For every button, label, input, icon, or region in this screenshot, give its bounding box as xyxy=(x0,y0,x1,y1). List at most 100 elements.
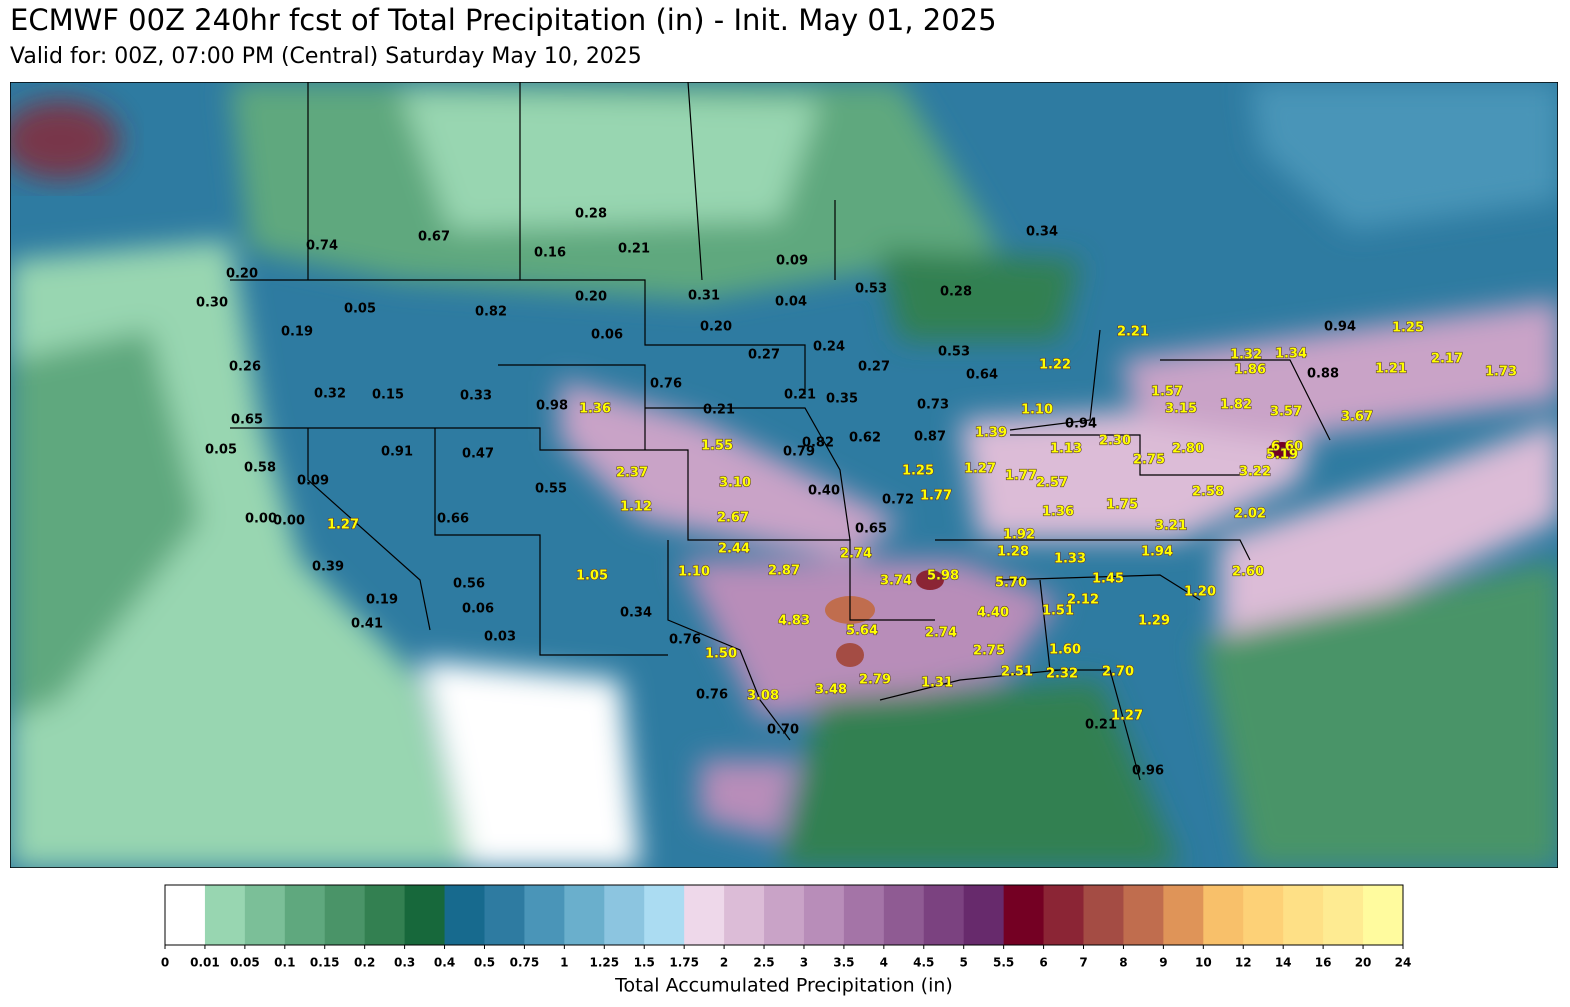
precip-value-label: 2.12 xyxy=(1067,593,1099,608)
precip-value-label: 0.96 xyxy=(1132,764,1164,779)
precip-value-label: 0.24 xyxy=(813,340,845,355)
colorbar-segment xyxy=(923,885,965,945)
colorbar-segment xyxy=(1363,885,1404,945)
precip-value-label: 1.34 xyxy=(1275,347,1307,362)
precip-value-label: 1.73 xyxy=(1485,365,1517,380)
colorbar-tick-label: 2 xyxy=(720,956,728,970)
map-background xyxy=(10,82,1558,868)
precip-value-label: 1.82 xyxy=(1220,398,1252,413)
colorbar-frame xyxy=(164,884,1404,946)
colorbar-segment xyxy=(1323,885,1364,945)
colorbar-tick-label: 1.75 xyxy=(669,956,699,970)
subtitle: Valid for: 00Z, 07:00 PM (Central) Satur… xyxy=(10,44,642,69)
precip-value-label: 2.60 xyxy=(1232,565,1264,580)
precip-value-label: 2.79 xyxy=(859,673,891,688)
colorbar-tick-label: 0.01 xyxy=(190,956,220,970)
precip-value-label: 1.51 xyxy=(1042,604,1074,619)
precip-value-label: 0.05 xyxy=(205,443,237,458)
precip-value-label: 0.26 xyxy=(229,360,261,375)
precip-value-label: 0.53 xyxy=(938,345,970,360)
precip-value-label: 0.55 xyxy=(535,482,567,497)
precip-value-label: 1.77 xyxy=(920,489,952,504)
precip-value-label: 1.45 xyxy=(1092,572,1124,587)
precip-value-label: 1.05 xyxy=(576,569,608,584)
precip-value-label: 2.58 xyxy=(1192,485,1224,500)
precip-value-label: 0.00 xyxy=(245,512,277,527)
colorbar-segment xyxy=(204,885,246,945)
precip-value-label: 0.06 xyxy=(591,328,623,343)
colorbar-tick-label: 0.05 xyxy=(230,956,260,970)
colorbar-tick-label: 16 xyxy=(1315,956,1332,970)
colorbar-segment xyxy=(764,885,805,945)
precip-value-label: 0.19 xyxy=(366,593,398,608)
colorbar-tick-label: 1.5 xyxy=(634,956,655,970)
precip-value-label: 0.05 xyxy=(344,302,376,317)
precip-value-label: 2.67 xyxy=(717,511,749,526)
precip-value-label: 0.20 xyxy=(575,290,607,305)
precip-value-label: 0.20 xyxy=(226,267,258,282)
precip-value-label: 1.57 xyxy=(1151,385,1183,400)
colorbar-tick-label: 0.4 xyxy=(434,956,455,970)
precip-value-label: 3.67 xyxy=(1341,410,1373,425)
precip-value-label: 0.79 xyxy=(783,445,815,460)
precip-value-label: 1.50 xyxy=(705,647,737,662)
precip-value-label: 4.40 xyxy=(977,606,1009,621)
colorbar-segment xyxy=(564,885,605,945)
precip-value-label: 3.10 xyxy=(719,476,751,491)
precip-value-label: 1.60 xyxy=(1049,643,1081,658)
colorbar-label: Total Accumulated Precipitation (in) xyxy=(614,975,953,997)
precip-value-label: 0.98 xyxy=(536,399,568,414)
colorbar-segment xyxy=(324,885,366,945)
precip-value-label: 1.10 xyxy=(1021,403,1053,418)
precip-value-label: 0.09 xyxy=(776,254,808,269)
precip-value-label: 3.57 xyxy=(1270,405,1302,420)
precip-value-label: 1.33 xyxy=(1054,552,1086,567)
precip-value-label: 2.32 xyxy=(1046,667,1078,682)
precip-value-label: 0.35 xyxy=(826,392,858,407)
precip-value-label: 1.36 xyxy=(1042,505,1074,520)
precip-value-label: 2.37 xyxy=(616,466,648,481)
colorbar-segment xyxy=(444,885,485,945)
precip-value-label: 1.32 xyxy=(1230,348,1262,363)
precip-value-label: 1.12 xyxy=(620,500,652,515)
colorbar-segment xyxy=(1283,885,1324,945)
precip-value-label: 5.98 xyxy=(927,569,959,584)
precip-value-label: 0.41 xyxy=(351,617,383,632)
colorbar-segment xyxy=(1043,885,1085,945)
precip-value-label: 5.70 xyxy=(995,576,1027,591)
precip-value-label: 1.29 xyxy=(1138,614,1170,629)
precip-value-label: 0.06 xyxy=(462,602,494,617)
precip-value-label: 1.55 xyxy=(701,439,733,454)
precip-value-label: 1.36 xyxy=(579,402,611,417)
precip-value-label: 5.64 xyxy=(846,624,878,639)
colorbar-segment xyxy=(404,885,446,945)
colorbar-tick-label: 2.5 xyxy=(753,956,774,970)
precip-value-label: 0.67 xyxy=(418,230,450,245)
precip-value-label: 4.83 xyxy=(778,614,810,629)
colorbar-segment xyxy=(244,885,286,945)
colorbar-segment xyxy=(364,885,406,945)
precip-value-label: 1.13 xyxy=(1050,442,1082,457)
precip-value-label: 0.33 xyxy=(460,389,492,404)
colorbar-segment xyxy=(644,885,685,945)
precip-value-label: 0.87 xyxy=(914,430,946,445)
precip-value-label: 0.34 xyxy=(1026,225,1058,240)
precip-value-label: 3.08 xyxy=(747,689,779,704)
precip-value-label: 0.21 xyxy=(618,242,650,257)
colorbar-tick-label: 3.5 xyxy=(833,956,854,970)
colorbar-segment xyxy=(843,885,885,945)
colorbar-tick-label: 0 xyxy=(161,956,169,970)
colorbar-tick-label: 0.15 xyxy=(310,956,340,970)
colorbar-tick-label: 4.5 xyxy=(913,956,934,970)
precip-value-label: 0.09 xyxy=(297,474,329,489)
colorbar-segment xyxy=(963,885,1005,945)
precip-value-label: 0.30 xyxy=(196,296,228,311)
precip-value-label: 1.25 xyxy=(1392,321,1424,336)
precip-value-label: 0.56 xyxy=(453,577,485,592)
colorbar-tick-label: 24 xyxy=(1395,956,1412,970)
precip-value-label: 2.02 xyxy=(1234,507,1266,522)
colorbar-tick-label: 1 xyxy=(560,956,568,970)
colorbar-tick-label: 1.25 xyxy=(589,956,619,970)
precip-value-label: 1.94 xyxy=(1141,545,1173,560)
colorbar-tick-label: 0.75 xyxy=(510,956,540,970)
